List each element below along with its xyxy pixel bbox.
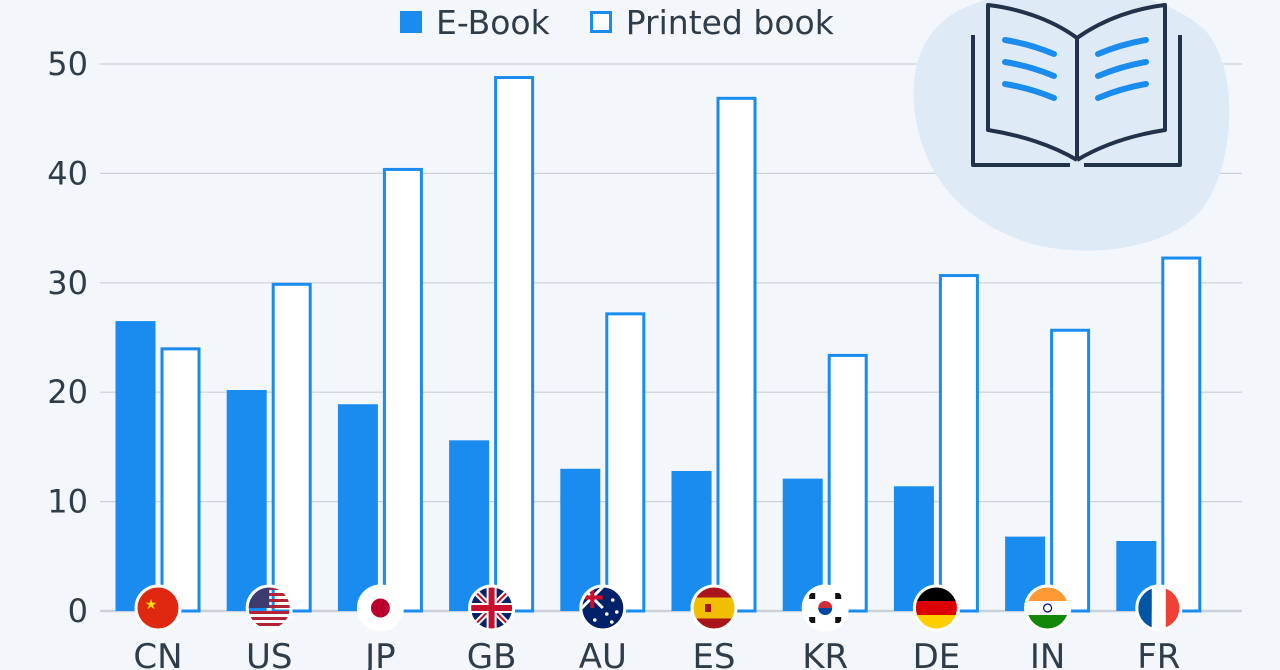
svg-text:★: ★ (145, 597, 158, 613)
ebook-bar-us (226, 390, 267, 611)
x-tick-label-au: AU (579, 637, 627, 670)
printed-bar-in (1050, 328, 1091, 613)
ebook-bar-jp (337, 404, 378, 611)
legend-swatch-printed (589, 11, 612, 33)
printed-bar-gb (494, 76, 535, 613)
icon-text-line (1002, 37, 1057, 57)
printed-bar-fr (1161, 256, 1202, 613)
printed-bar-kr (827, 353, 868, 613)
icon-blob (913, 0, 1230, 251)
y-tick-label: 40 (47, 154, 88, 192)
printed-bar-us (271, 282, 312, 613)
icon-text-line (1002, 81, 1057, 101)
icon-text-line (1002, 59, 1057, 79)
y-tick-label: 50 (47, 45, 88, 83)
flag-gb-icon (468, 584, 516, 632)
flag-in-icon (1024, 584, 1072, 632)
flag-es-icon (690, 584, 738, 632)
x-tick-label-cn: CN (133, 637, 182, 670)
icon-text-line (1095, 81, 1149, 101)
x-tick-label-es: ES (692, 637, 735, 670)
flag-fr-icon (1135, 584, 1183, 632)
ebook-bar-gb (449, 440, 490, 611)
flag-us-icon (245, 584, 293, 632)
legend-label-printed: Printed book (625, 2, 834, 42)
y-tick-label: 30 (47, 264, 88, 302)
printed-bar-au (605, 312, 646, 613)
flag-jp-icon (356, 584, 404, 632)
legend-swatch-ebook (400, 11, 422, 33)
printed-bar-de (938, 274, 979, 613)
x-tick-label-gb: GB (467, 637, 517, 670)
x-tick-label-jp: JP (363, 637, 396, 670)
icon-text-line (1095, 37, 1149, 57)
ebook-bar-cn (115, 321, 156, 611)
printed-bar-es (716, 96, 757, 613)
y-tick-label: 0 (68, 592, 88, 630)
flag-de-icon (912, 584, 960, 632)
icon-cover (971, 35, 1182, 167)
x-tick-label-fr: FR (1137, 637, 1180, 670)
y-tick-label: 10 (47, 483, 88, 521)
flag-kr-icon (801, 584, 849, 632)
legend-item-ebook: E-Book (400, 3, 550, 42)
flag-au-icon (579, 584, 627, 632)
legend: E-Book Printed book (400, 2, 834, 42)
flag-cn-icon: ★ (134, 584, 182, 632)
legend-label-ebook: E-Book (436, 2, 550, 42)
printed-bar-cn (160, 347, 201, 613)
x-tick-label-in: IN (1030, 637, 1065, 670)
x-tick-label-us: US (246, 637, 292, 670)
icon-text-line (1095, 59, 1149, 79)
icon-pages (986, 3, 1167, 162)
x-tick-label-de: DE (913, 637, 961, 670)
legend-item-printed: Printed book (589, 2, 834, 42)
x-tick-label-kr: KR (802, 637, 848, 670)
y-tick-label: 20 (47, 373, 88, 411)
printed-bar-jp (382, 167, 423, 613)
open-book-icon (913, 0, 1230, 251)
